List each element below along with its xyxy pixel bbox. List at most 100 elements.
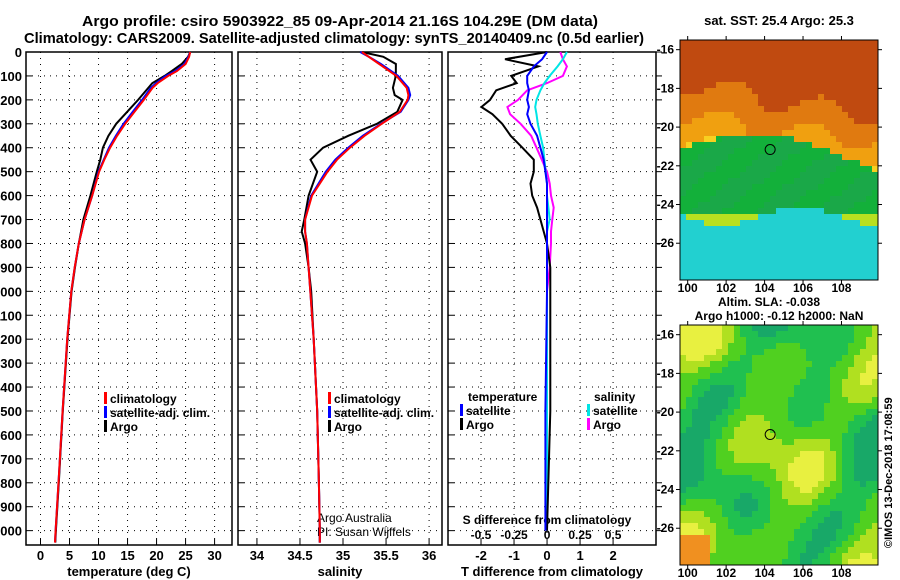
- map-cell: [692, 379, 698, 385]
- map-cell: [866, 274, 872, 280]
- map-cell: [716, 397, 722, 403]
- map-cell: [758, 148, 764, 154]
- map-cell: [848, 343, 854, 349]
- map-cell: [776, 331, 782, 337]
- map-cell: [710, 52, 716, 58]
- map-cell: [776, 58, 782, 64]
- map-cell: [686, 547, 692, 553]
- map-cell: [836, 88, 842, 94]
- map-cell: [710, 88, 716, 94]
- map-cell: [812, 331, 818, 337]
- map-cell: [866, 427, 872, 433]
- map-cell: [812, 166, 818, 172]
- map-cell: [812, 409, 818, 415]
- map-cell: [710, 361, 716, 367]
- map-cell: [722, 142, 728, 148]
- map-cell: [866, 148, 872, 154]
- map-cell: [710, 154, 716, 160]
- map-cell: [710, 373, 716, 379]
- map-cell: [872, 325, 878, 331]
- map-cell: [806, 184, 812, 190]
- map-cell: [758, 232, 764, 238]
- map-cell: [806, 142, 812, 148]
- map-cell: [782, 547, 788, 553]
- map-cell: [734, 106, 740, 112]
- map-cell: [824, 451, 830, 457]
- map-cell: [770, 463, 776, 469]
- map-cell: [722, 196, 728, 202]
- map-cell: [836, 421, 842, 427]
- map-cell: [788, 82, 794, 88]
- map-cell: [764, 403, 770, 409]
- map-cell: [686, 391, 692, 397]
- map-cell: [686, 517, 692, 523]
- map-cell: [704, 64, 710, 70]
- map-cell: [866, 517, 872, 523]
- x-axis-label: T difference from climatology: [461, 564, 644, 579]
- map-cell: [794, 136, 800, 142]
- map-cell: [704, 82, 710, 88]
- map-cell: [788, 136, 794, 142]
- map-cell: [860, 361, 866, 367]
- map-cell: [800, 523, 806, 529]
- map-cell: [848, 124, 854, 130]
- map-cell: [722, 535, 728, 541]
- map-cell: [746, 511, 752, 517]
- map-cell: [770, 469, 776, 475]
- map-cell: [800, 202, 806, 208]
- map-cell: [872, 58, 878, 64]
- map-cell: [770, 481, 776, 487]
- map-cell: [794, 457, 800, 463]
- map-cell: [734, 172, 740, 178]
- map-cell: [866, 475, 872, 481]
- map-cell: [788, 106, 794, 112]
- map-cell: [866, 553, 872, 559]
- map-cell: [866, 220, 872, 226]
- map-cell: [680, 232, 686, 238]
- map-cell: [818, 481, 824, 487]
- x-tick-label: 10: [91, 548, 105, 563]
- map-cell: [836, 487, 842, 493]
- map-cell: [800, 160, 806, 166]
- map-cell: [710, 367, 716, 373]
- sla-map-subtitle: Argo h1000: -0.12 h2000: NaN: [695, 309, 864, 323]
- map-x-tick-label: 106: [793, 281, 813, 295]
- series-line-satellite: [304, 51, 412, 543]
- map-cell: [758, 64, 764, 70]
- map-cell: [722, 82, 728, 88]
- map-cell: [854, 535, 860, 541]
- map-cell: [680, 559, 686, 565]
- map-cell: [812, 559, 818, 565]
- map-cell: [824, 166, 830, 172]
- map-cell: [686, 445, 692, 451]
- map-cell: [728, 124, 734, 130]
- map-cell: [752, 451, 758, 457]
- map-cell: [752, 70, 758, 76]
- map-cell: [764, 331, 770, 337]
- map-cell: [830, 262, 836, 268]
- map-cell: [836, 361, 842, 367]
- map-cell: [692, 148, 698, 154]
- map-cell: [824, 385, 830, 391]
- map-cell: [794, 511, 800, 517]
- map-cell: [794, 493, 800, 499]
- map-cell: [704, 202, 710, 208]
- map-cell: [830, 40, 836, 46]
- map-cell: [872, 232, 878, 238]
- map-cell: [788, 343, 794, 349]
- map-cell: [752, 82, 758, 88]
- map-cell: [794, 331, 800, 337]
- map-cell: [698, 208, 704, 214]
- map-cell: [764, 130, 770, 136]
- map-cell: [872, 106, 878, 112]
- map-cell: [692, 64, 698, 70]
- map-cell: [680, 553, 686, 559]
- map-cell: [818, 112, 824, 118]
- map-cell: [704, 106, 710, 112]
- map-cell: [734, 355, 740, 361]
- map-cell: [800, 421, 806, 427]
- map-cell: [860, 397, 866, 403]
- map-cell: [686, 268, 692, 274]
- map-cell: [746, 433, 752, 439]
- map-cell: [698, 523, 704, 529]
